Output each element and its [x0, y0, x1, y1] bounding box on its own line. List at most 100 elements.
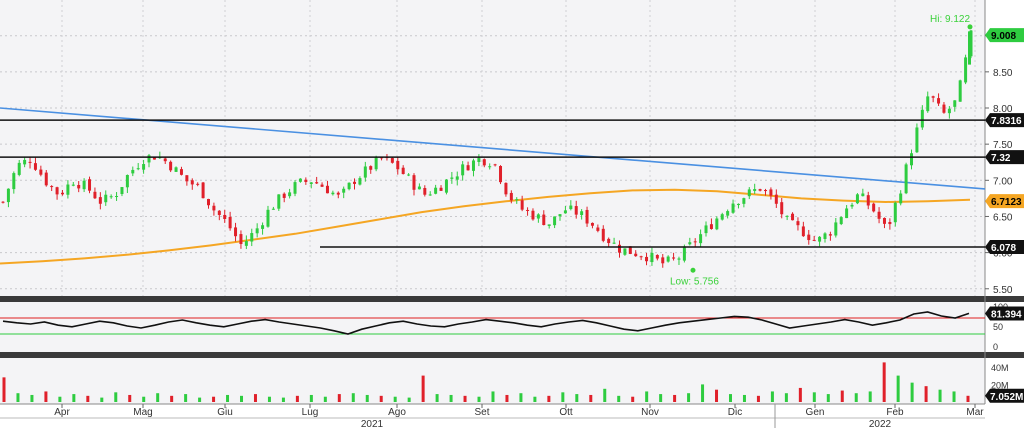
month-label: Ott [559, 407, 573, 418]
volume-bar [491, 391, 495, 402]
candle-body [866, 195, 870, 206]
candle-body [66, 184, 70, 195]
volume-bar [44, 391, 48, 402]
candle-body [688, 242, 692, 245]
high-label: Hi: 9.122 [930, 14, 970, 25]
candle-body [617, 244, 621, 253]
panel-separator-1 [0, 296, 1024, 302]
volume-bar [30, 394, 34, 402]
high-marker [967, 24, 973, 30]
labels-layer: Hi: 9.122 Low: 5.756 9.008 7.8316 7.32 6.7123… [670, 14, 1024, 403]
candle-body [785, 215, 789, 217]
volume-bar [16, 393, 20, 402]
volume-tick-label: 40M [991, 363, 1009, 373]
candle-body [590, 222, 594, 226]
candle-body [937, 98, 941, 104]
candle-body [347, 182, 351, 190]
candle-body [747, 189, 751, 197]
volume-bar [267, 396, 271, 402]
candle-body [958, 80, 962, 102]
candle-body [585, 209, 589, 224]
candle-body [904, 164, 908, 194]
volume-bar [631, 396, 635, 402]
volume-bar [770, 391, 774, 402]
price-tag-bg [985, 28, 1024, 43]
candle-body [342, 188, 346, 193]
candle-body [526, 209, 530, 211]
volume-bar [575, 394, 579, 402]
volume-bar [840, 390, 844, 402]
candle-body [1, 201, 5, 203]
candle-body [131, 169, 135, 174]
candle-body [520, 200, 524, 210]
candle-body [396, 160, 400, 170]
volume-bar [826, 394, 830, 402]
candle-body [839, 217, 843, 225]
candle-body [947, 108, 951, 114]
candle-body [142, 164, 146, 170]
volume-bar [687, 393, 691, 402]
candle-body [277, 194, 281, 209]
candle-body [580, 211, 584, 216]
candle-body [174, 167, 178, 172]
candle-body [563, 210, 567, 214]
volume-bar [100, 397, 104, 402]
month-label: Apr [54, 407, 70, 418]
candle-body [509, 192, 513, 201]
candle-body [493, 164, 497, 166]
candle-body [55, 187, 59, 195]
price-tag-label: 9.008 [991, 31, 1016, 42]
candle-body [450, 177, 454, 179]
year-label: 2022 [869, 419, 892, 428]
rsi-layer [0, 311, 985, 335]
volume-bar [295, 395, 299, 402]
candle-body [206, 198, 210, 206]
volume-bar [2, 377, 6, 402]
candle-body [223, 214, 227, 219]
candle-body [812, 239, 816, 241]
volume-bar [393, 396, 397, 402]
candle-body [764, 190, 768, 192]
candle-body [645, 256, 649, 262]
candle-body [634, 253, 638, 257]
volume-bar [547, 395, 551, 402]
volume-bar [701, 384, 705, 402]
axes-layer: 9.008.508.007.507.006.506.005.5010050040… [0, 32, 1013, 430]
candle-body [899, 193, 903, 204]
candle-body [796, 221, 800, 226]
low-label: Low: 5.756 [670, 276, 719, 287]
candle-body [185, 175, 189, 182]
price-tick-label: 8.50 [993, 68, 1013, 79]
volume-bar [253, 394, 257, 402]
candle-body [434, 187, 438, 194]
candle-body [693, 241, 697, 243]
candle-body [650, 252, 654, 263]
candle-body [699, 234, 703, 244]
price-tag-label: 6.078 [991, 243, 1016, 254]
candle-body [677, 258, 681, 260]
candle-body [309, 182, 313, 185]
candle-body [331, 192, 335, 195]
volume-bar [673, 394, 677, 402]
candle-body [104, 194, 108, 203]
volume-bar [882, 362, 886, 402]
candle-body [261, 225, 265, 229]
volume-bar [240, 395, 244, 402]
rsi-panel-bg [0, 302, 985, 352]
candle-body [791, 213, 795, 221]
volume-bar [896, 375, 900, 402]
month-label: Giu [217, 407, 233, 418]
candle-body [655, 254, 659, 259]
candle-body [444, 179, 448, 193]
volume-bar [114, 392, 118, 402]
candle-body [455, 176, 459, 180]
candle-body [298, 178, 302, 182]
candle-body [715, 218, 719, 230]
candle-body [542, 214, 546, 226]
volume-bar [184, 394, 188, 402]
rsi-tag-label: 81.394 [991, 309, 1022, 320]
candle-body [818, 236, 822, 242]
candle-body [152, 157, 156, 160]
candle-body [17, 162, 21, 175]
candle-body [336, 192, 340, 195]
